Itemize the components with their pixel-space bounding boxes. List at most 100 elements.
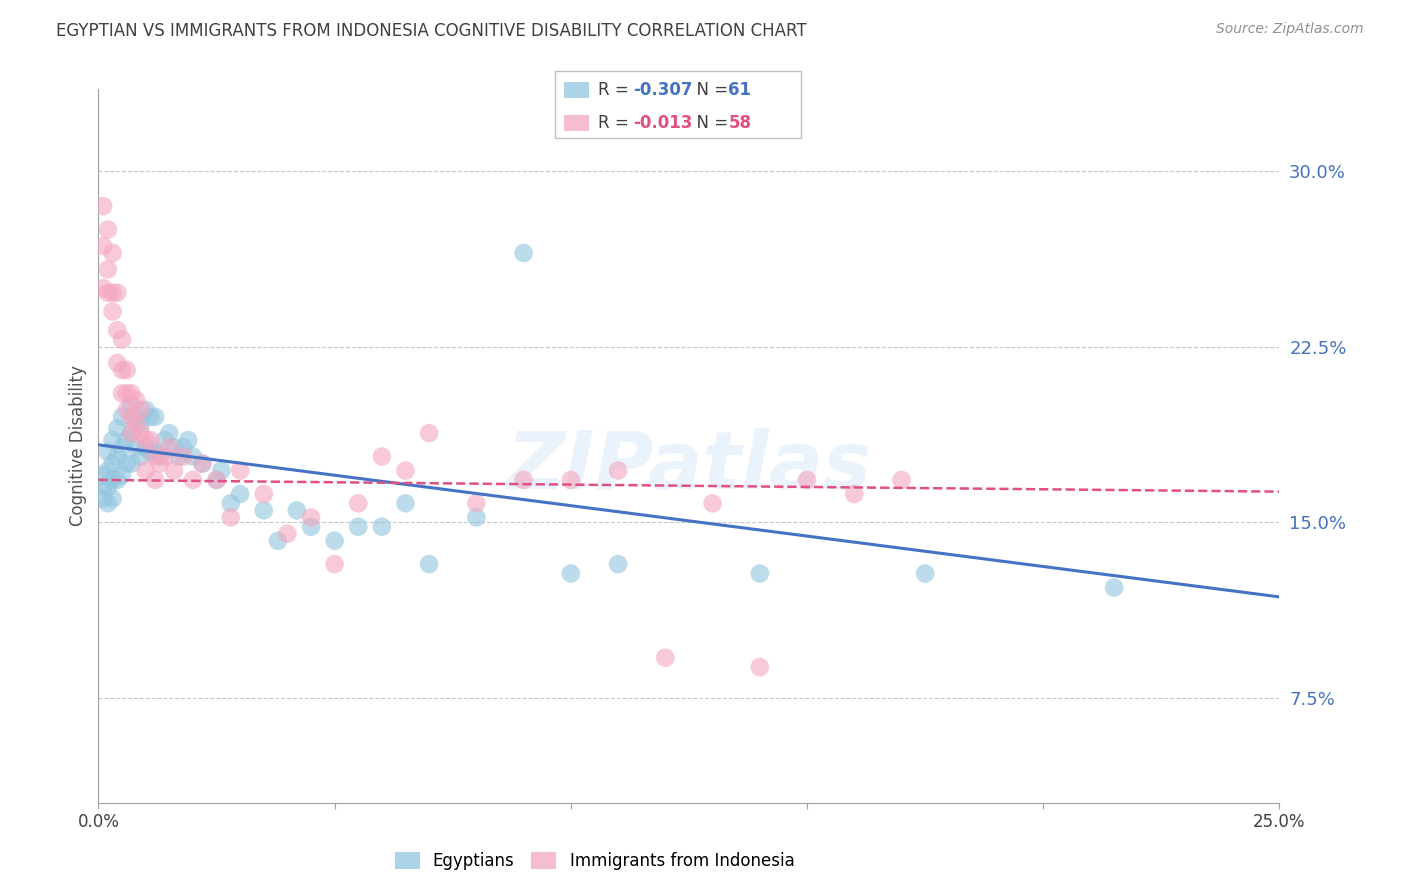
Point — [702, 496, 724, 510]
Point — [607, 557, 630, 571]
Text: Source: ZipAtlas.com: Source: ZipAtlas.com — [1216, 22, 1364, 37]
Point — [394, 464, 416, 478]
Point — [465, 496, 488, 510]
Point — [276, 526, 298, 541]
Point — [125, 440, 148, 454]
Point — [512, 246, 534, 260]
Point — [844, 487, 866, 501]
Point — [219, 510, 242, 524]
Point — [125, 409, 148, 424]
Point — [172, 440, 194, 454]
Point — [97, 222, 120, 236]
Point — [347, 496, 370, 510]
Point — [101, 304, 124, 318]
Point — [914, 566, 936, 581]
Point — [299, 519, 322, 533]
Point — [323, 557, 346, 571]
Point — [91, 199, 114, 213]
Point — [105, 450, 128, 464]
Point — [607, 464, 630, 478]
Point — [418, 426, 440, 441]
Point — [121, 457, 143, 471]
Point — [101, 285, 124, 300]
Point — [163, 440, 186, 454]
Point — [890, 473, 912, 487]
Point — [97, 464, 120, 478]
Point — [347, 519, 370, 533]
Text: N =: N = — [686, 81, 734, 99]
Text: 61: 61 — [728, 81, 751, 99]
Point — [253, 487, 276, 501]
Point — [105, 285, 128, 300]
Point — [418, 557, 440, 571]
Point — [111, 333, 134, 347]
Point — [111, 363, 134, 377]
Point — [97, 285, 120, 300]
Point — [229, 464, 252, 478]
Point — [91, 239, 114, 253]
Point — [129, 426, 152, 441]
Point — [135, 464, 157, 478]
Point — [101, 433, 124, 447]
Point — [371, 519, 394, 533]
Point — [1102, 581, 1125, 595]
Text: N =: N = — [686, 114, 734, 132]
Point — [560, 566, 582, 581]
Text: 58: 58 — [728, 114, 751, 132]
Point — [129, 417, 152, 431]
Point — [115, 457, 138, 471]
Point — [121, 426, 143, 441]
Point — [91, 468, 114, 483]
Point — [115, 386, 138, 401]
Point — [209, 464, 232, 478]
Point — [229, 487, 252, 501]
Point — [299, 510, 322, 524]
Point — [101, 473, 124, 487]
Point — [111, 440, 134, 454]
Point — [143, 473, 166, 487]
Point — [111, 409, 134, 424]
Point — [105, 356, 128, 370]
Point — [205, 473, 228, 487]
Y-axis label: Cognitive Disability: Cognitive Disability — [69, 366, 87, 526]
Point — [191, 457, 214, 471]
Point — [125, 393, 148, 408]
Point — [143, 409, 166, 424]
Point — [167, 450, 190, 464]
Point — [143, 450, 166, 464]
Point — [323, 533, 346, 548]
Point — [748, 660, 770, 674]
Text: R =: R = — [598, 81, 634, 99]
Point — [139, 433, 162, 447]
Point — [125, 417, 148, 431]
Point — [121, 426, 143, 441]
Point — [143, 445, 166, 459]
Point — [105, 421, 128, 435]
Point — [101, 246, 124, 260]
Point — [101, 457, 124, 471]
Point — [91, 480, 114, 494]
Point — [97, 262, 120, 277]
Point — [153, 433, 176, 447]
Point — [157, 440, 180, 454]
Point — [191, 457, 214, 471]
Point — [371, 450, 394, 464]
Point — [267, 533, 290, 548]
Point — [153, 450, 176, 464]
Point — [181, 473, 204, 487]
Point — [129, 402, 152, 417]
Point — [129, 450, 152, 464]
Point — [205, 473, 228, 487]
Point — [121, 386, 143, 401]
Point — [465, 510, 488, 524]
Point — [121, 398, 143, 412]
Legend: Egyptians, Immigrants from Indonesia: Egyptians, Immigrants from Indonesia — [388, 845, 801, 877]
Point — [748, 566, 770, 581]
Point — [115, 402, 138, 417]
Point — [91, 491, 114, 506]
Point — [139, 409, 162, 424]
Point — [135, 402, 157, 417]
Point — [135, 433, 157, 447]
Point — [177, 433, 200, 447]
Text: -0.013: -0.013 — [633, 114, 692, 132]
